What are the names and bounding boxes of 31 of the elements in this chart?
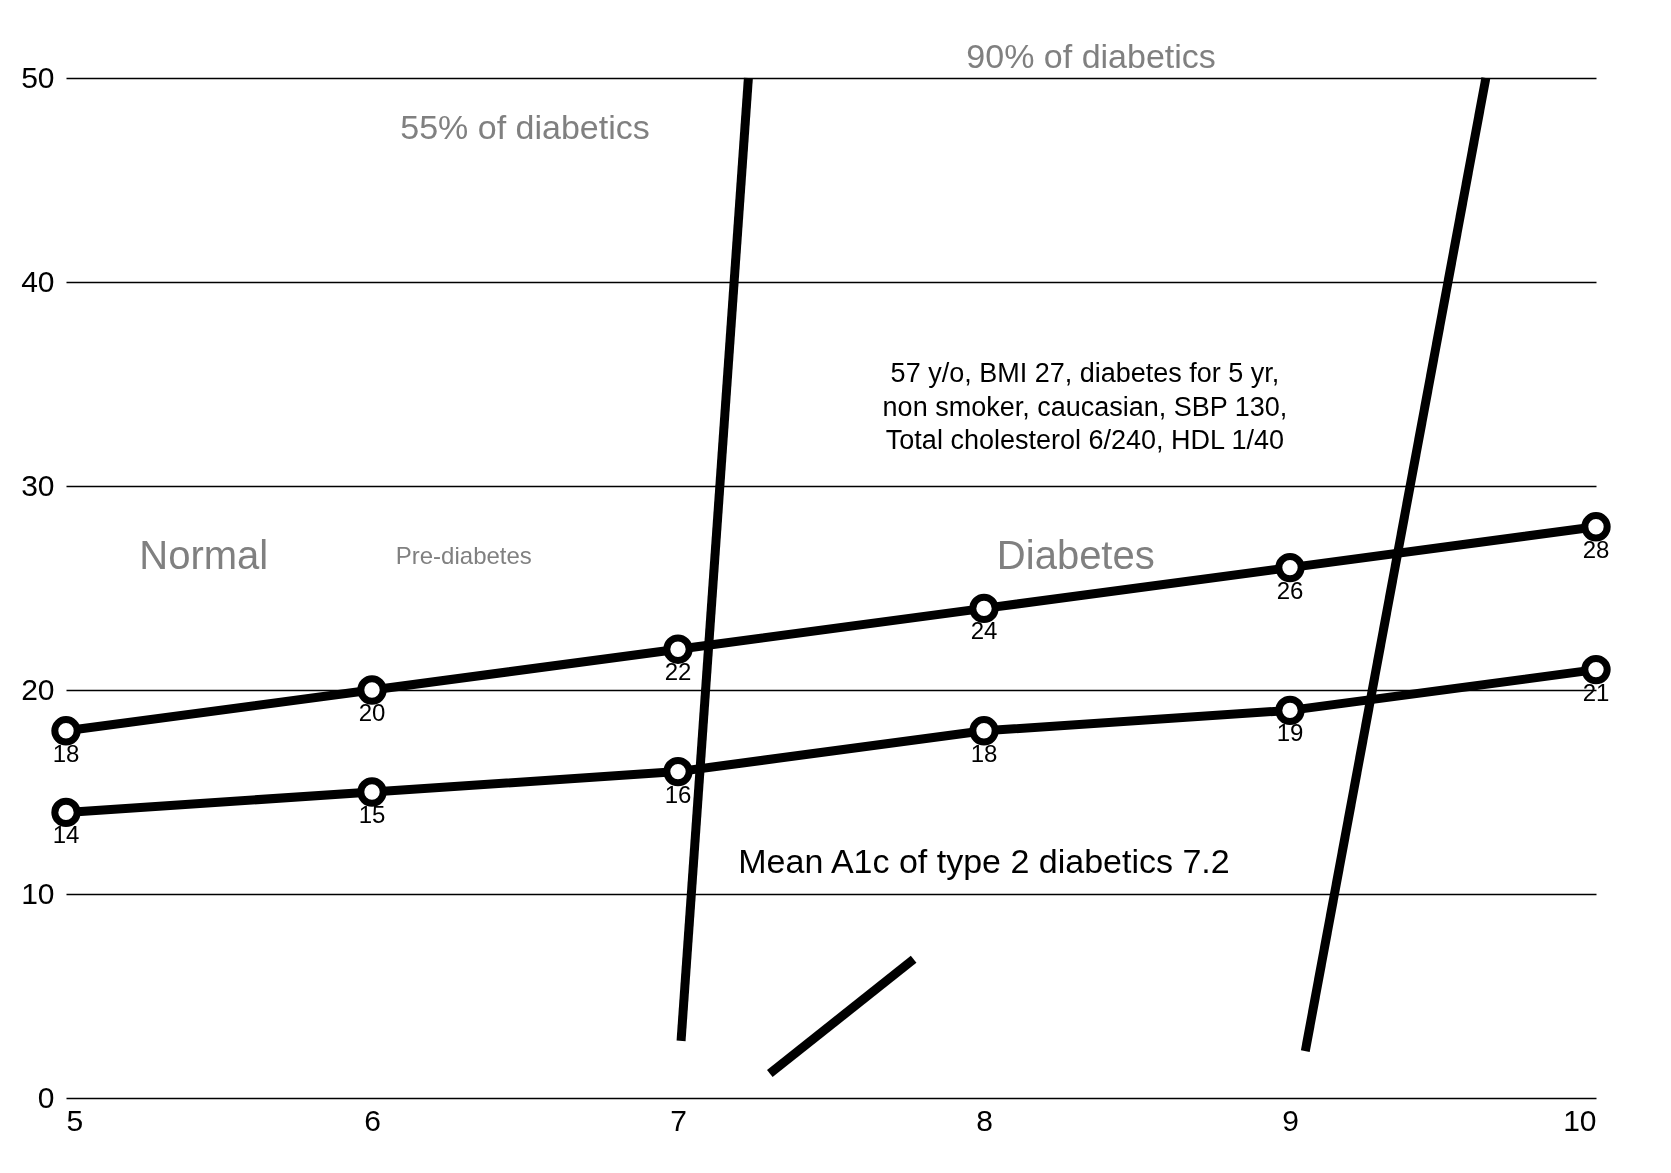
data-label: 28 — [1582, 535, 1610, 563]
y-tick-label: 10 — [21, 876, 55, 910]
y-tick-label: 50 — [21, 60, 55, 94]
data-label: 18 — [970, 739, 998, 767]
data-label: 21 — [1582, 678, 1610, 706]
x-tick-label: 10 — [1563, 1103, 1597, 1137]
annotation: 55% of diabetics — [400, 108, 650, 146]
data-label: 20 — [358, 699, 386, 726]
text: 90% of diabetics — [966, 36, 1216, 75]
y-tick-label: 20 — [21, 672, 55, 706]
data-label: 22 — [664, 658, 692, 686]
annotation: Diabetes — [996, 533, 1155, 578]
y-tick-label: 30 — [21, 468, 55, 502]
x-tick-label: 5 — [66, 1103, 84, 1137]
x-tick-label: 6 — [364, 1103, 381, 1137]
x-tick-label: 7 — [670, 1103, 687, 1137]
data-label: 16 — [664, 780, 692, 808]
data-label: 15 — [358, 801, 386, 828]
data-label: 14 — [52, 821, 80, 849]
annotation: Pre-diabetes — [395, 542, 532, 570]
data-label: 24 — [970, 617, 998, 645]
annotation: Normal — [139, 533, 269, 578]
annotation: Mean A1c of type 2 diabetics 7.2 — [738, 842, 1230, 881]
data-label: 18 — [52, 739, 80, 767]
data-label: 19 — [1276, 719, 1304, 747]
x-tick-label: 8 — [976, 1103, 993, 1137]
x-tick-label: 9 — [1282, 1103, 1299, 1137]
annotation: 57 y/o, BMI 27, diabetes for 5 yr, non smoker, caucasian, SBP 130, Total cholesterol 6/240, HDL 1/40 — [882, 357, 1288, 456]
data-label: 26 — [1276, 576, 1304, 604]
y-tick-label: 40 — [21, 264, 55, 298]
y-tick-label: 0 — [37, 1080, 55, 1114]
